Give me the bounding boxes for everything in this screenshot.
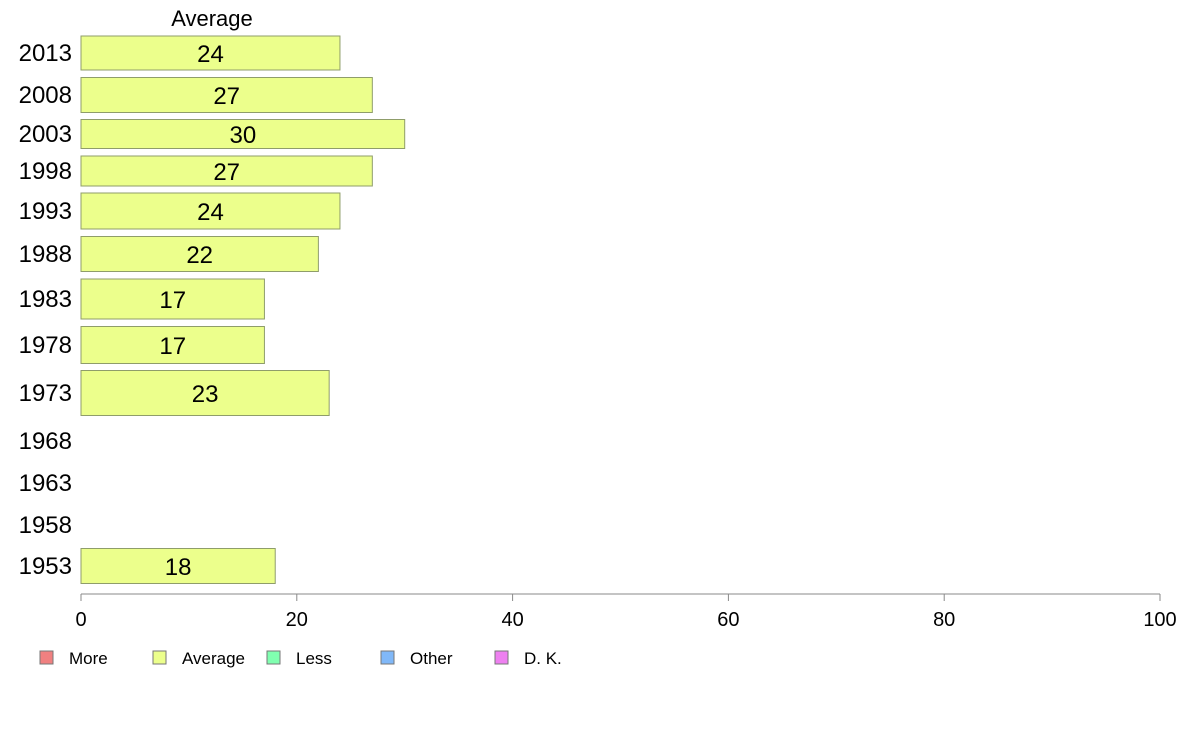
legend-label: Other: [410, 649, 453, 668]
year-label: 1983: [19, 286, 72, 313]
bar-average: [80, 278, 265, 320]
bar-value-label: 17: [159, 333, 186, 360]
series-header: Average: [171, 6, 253, 31]
bar-value-label: 24: [197, 199, 224, 226]
year-label: 1968: [19, 428, 72, 455]
legend-swatch: [494, 650, 509, 665]
bar-value-label: 17: [159, 287, 186, 314]
legend-swatch: [266, 650, 281, 665]
legend-label: D. K.: [524, 649, 562, 668]
bar-value-label: 24: [197, 41, 224, 68]
bar-average: [80, 326, 265, 364]
year-label: 1958: [19, 512, 72, 539]
x-tick-label: 80: [933, 609, 955, 631]
legend-swatch: [380, 650, 395, 665]
x-tick-label: 0: [75, 609, 86, 631]
bar-value-label: 27: [213, 83, 240, 110]
year-label: 2003: [19, 121, 72, 148]
bar-value-label: 18: [165, 554, 192, 581]
bar-value-label: 23: [192, 381, 219, 408]
legend-label: Less: [296, 649, 332, 668]
x-tick-label: 20: [286, 609, 308, 631]
year-label: 1988: [19, 241, 72, 268]
year-label: 1978: [19, 332, 72, 359]
bar-value-label: 22: [186, 242, 213, 269]
bar-average: [80, 35, 341, 71]
x-tick-label: 100: [1143, 609, 1176, 631]
year-label: 1963: [19, 470, 72, 497]
year-label: 1998: [19, 158, 72, 185]
year-label: 2013: [19, 40, 72, 67]
legend: More Average Less Other D. K.: [39, 649, 562, 668]
year-label: 1953: [19, 553, 72, 580]
bar-average: [80, 370, 330, 416]
legend-label: More: [69, 649, 108, 668]
legend-swatch: [39, 650, 54, 665]
bar-average: [80, 192, 341, 230]
x-axis: 0 20 40 60 80 100: [75, 593, 1177, 631]
bar-average: [80, 548, 276, 584]
bar-average: [80, 119, 406, 149]
x-tick-label: 60: [717, 609, 739, 631]
year-label: 1993: [19, 198, 72, 225]
bar-value-label: 30: [229, 122, 256, 149]
bar-average: [80, 236, 319, 272]
bar-value-label: 27: [213, 159, 240, 186]
legend-swatch: [152, 650, 167, 665]
year-labels: 2013 2008 2003 1998 1993 1988 1983 1978 1973 1968…: [19, 40, 72, 580]
legend-label: Average: [182, 649, 245, 668]
year-label: 2008: [19, 82, 72, 109]
bar-average: [80, 77, 373, 113]
year-label: 1973: [19, 380, 72, 407]
bar-average: [80, 155, 373, 187]
x-tick-label: 40: [501, 609, 523, 631]
